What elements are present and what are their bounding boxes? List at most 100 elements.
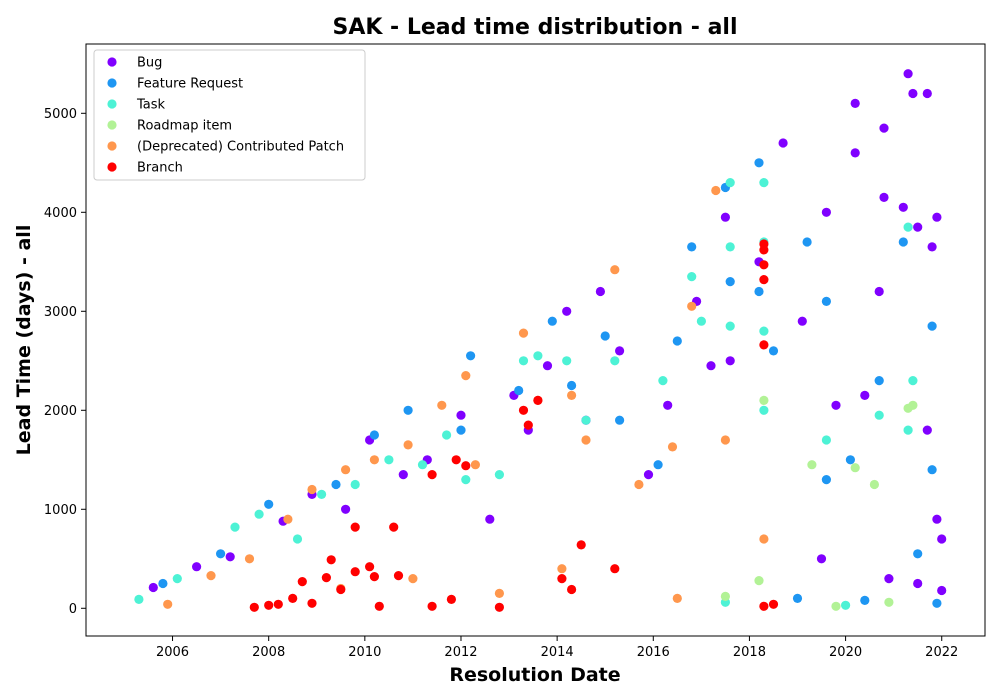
data-point	[600, 331, 610, 341]
data-point	[384, 455, 394, 465]
data-point	[470, 460, 480, 470]
data-point	[874, 376, 884, 386]
data-point	[374, 601, 384, 611]
legend-label: Feature Request	[137, 77, 243, 92]
legend-label: (Deprecated) Contributed Patch	[137, 140, 344, 155]
data-point	[821, 435, 832, 445]
data-point	[797, 316, 807, 326]
data-point	[821, 207, 832, 217]
data-point	[567, 390, 577, 400]
data-point	[850, 463, 860, 473]
data-point	[831, 601, 841, 611]
data-point	[615, 415, 625, 425]
legend-label: Roadmap item	[137, 119, 232, 134]
series-bug	[148, 69, 947, 596]
data-point	[932, 212, 942, 222]
data-point	[341, 465, 351, 475]
data-point	[557, 574, 567, 584]
legend-marker	[107, 99, 117, 109]
data-point	[461, 475, 471, 485]
data-point	[759, 405, 769, 415]
data-point	[581, 415, 591, 425]
data-point	[884, 574, 894, 584]
y-tick-label: 0	[69, 602, 77, 617]
y-tick-label: 1000	[44, 503, 77, 518]
data-point	[725, 178, 735, 188]
data-point	[884, 597, 894, 607]
data-point	[216, 549, 226, 559]
data-point	[264, 600, 274, 610]
data-point	[759, 245, 769, 255]
data-point	[860, 390, 870, 400]
x-axis-label: Resolution Date	[449, 664, 620, 686]
data-point	[446, 594, 456, 605]
data-point	[759, 601, 769, 611]
data-point	[913, 549, 923, 559]
data-point	[567, 380, 577, 391]
data-point	[442, 430, 452, 440]
data-point	[754, 576, 764, 586]
data-point	[518, 405, 529, 415]
legend-label: Branch	[137, 161, 183, 176]
data-point	[754, 158, 764, 168]
data-point	[494, 602, 504, 612]
data-point	[903, 69, 913, 79]
data-point	[437, 400, 447, 410]
series--deprecated-contributed-patch	[163, 185, 769, 609]
data-point	[927, 321, 937, 331]
series-roadmap-item	[720, 395, 918, 611]
data-point	[494, 588, 504, 599]
data-point	[230, 522, 240, 532]
data-point	[427, 601, 437, 611]
y-axis: 0 1000 2000 3000 4000 5000	[44, 107, 86, 617]
data-point	[163, 599, 173, 609]
data-point	[542, 361, 553, 371]
data-point	[927, 465, 937, 475]
data-point	[249, 602, 259, 612]
data-point	[720, 435, 731, 445]
legend-marker	[107, 120, 117, 130]
data-point	[533, 351, 543, 361]
data-point	[706, 361, 716, 371]
data-point	[134, 594, 144, 605]
data-point	[398, 470, 408, 480]
x-axis: 2006 2008 2010 2012 2014 2016 2018 2020 2022	[156, 636, 958, 660]
data-point	[759, 178, 769, 188]
data-point	[672, 336, 682, 346]
data-point	[937, 585, 947, 596]
data-point	[850, 98, 860, 108]
data-point	[898, 237, 908, 247]
data-point	[850, 148, 860, 158]
y-tick-label: 3000	[44, 305, 77, 320]
data-point	[326, 555, 336, 565]
chart-title: SAK - Lead time distribution - all	[332, 15, 737, 40]
data-point	[874, 286, 884, 297]
data-point	[696, 316, 707, 326]
data-point	[610, 265, 620, 275]
data-point	[898, 202, 908, 212]
legend-marker	[107, 162, 117, 172]
data-point	[821, 475, 832, 485]
data-point	[687, 242, 697, 252]
data-point	[913, 222, 923, 232]
x-tick-label: 2012	[444, 645, 477, 660]
data-point	[903, 425, 913, 435]
data-point	[403, 440, 413, 450]
data-point	[148, 582, 158, 593]
data-point	[658, 376, 668, 386]
legend: Bug Feature Request Task Roadmap item (Depre…	[93, 49, 366, 181]
data-point	[937, 534, 947, 544]
data-point	[778, 138, 788, 148]
data-point	[562, 306, 572, 316]
data-point	[456, 425, 466, 435]
data-point	[759, 275, 769, 285]
data-point	[841, 600, 851, 610]
data-point	[687, 301, 697, 311]
data-point	[845, 455, 856, 465]
data-point	[451, 455, 461, 465]
data-point	[350, 567, 360, 577]
data-point	[869, 479, 880, 490]
data-point	[461, 371, 471, 381]
data-point	[634, 479, 644, 490]
